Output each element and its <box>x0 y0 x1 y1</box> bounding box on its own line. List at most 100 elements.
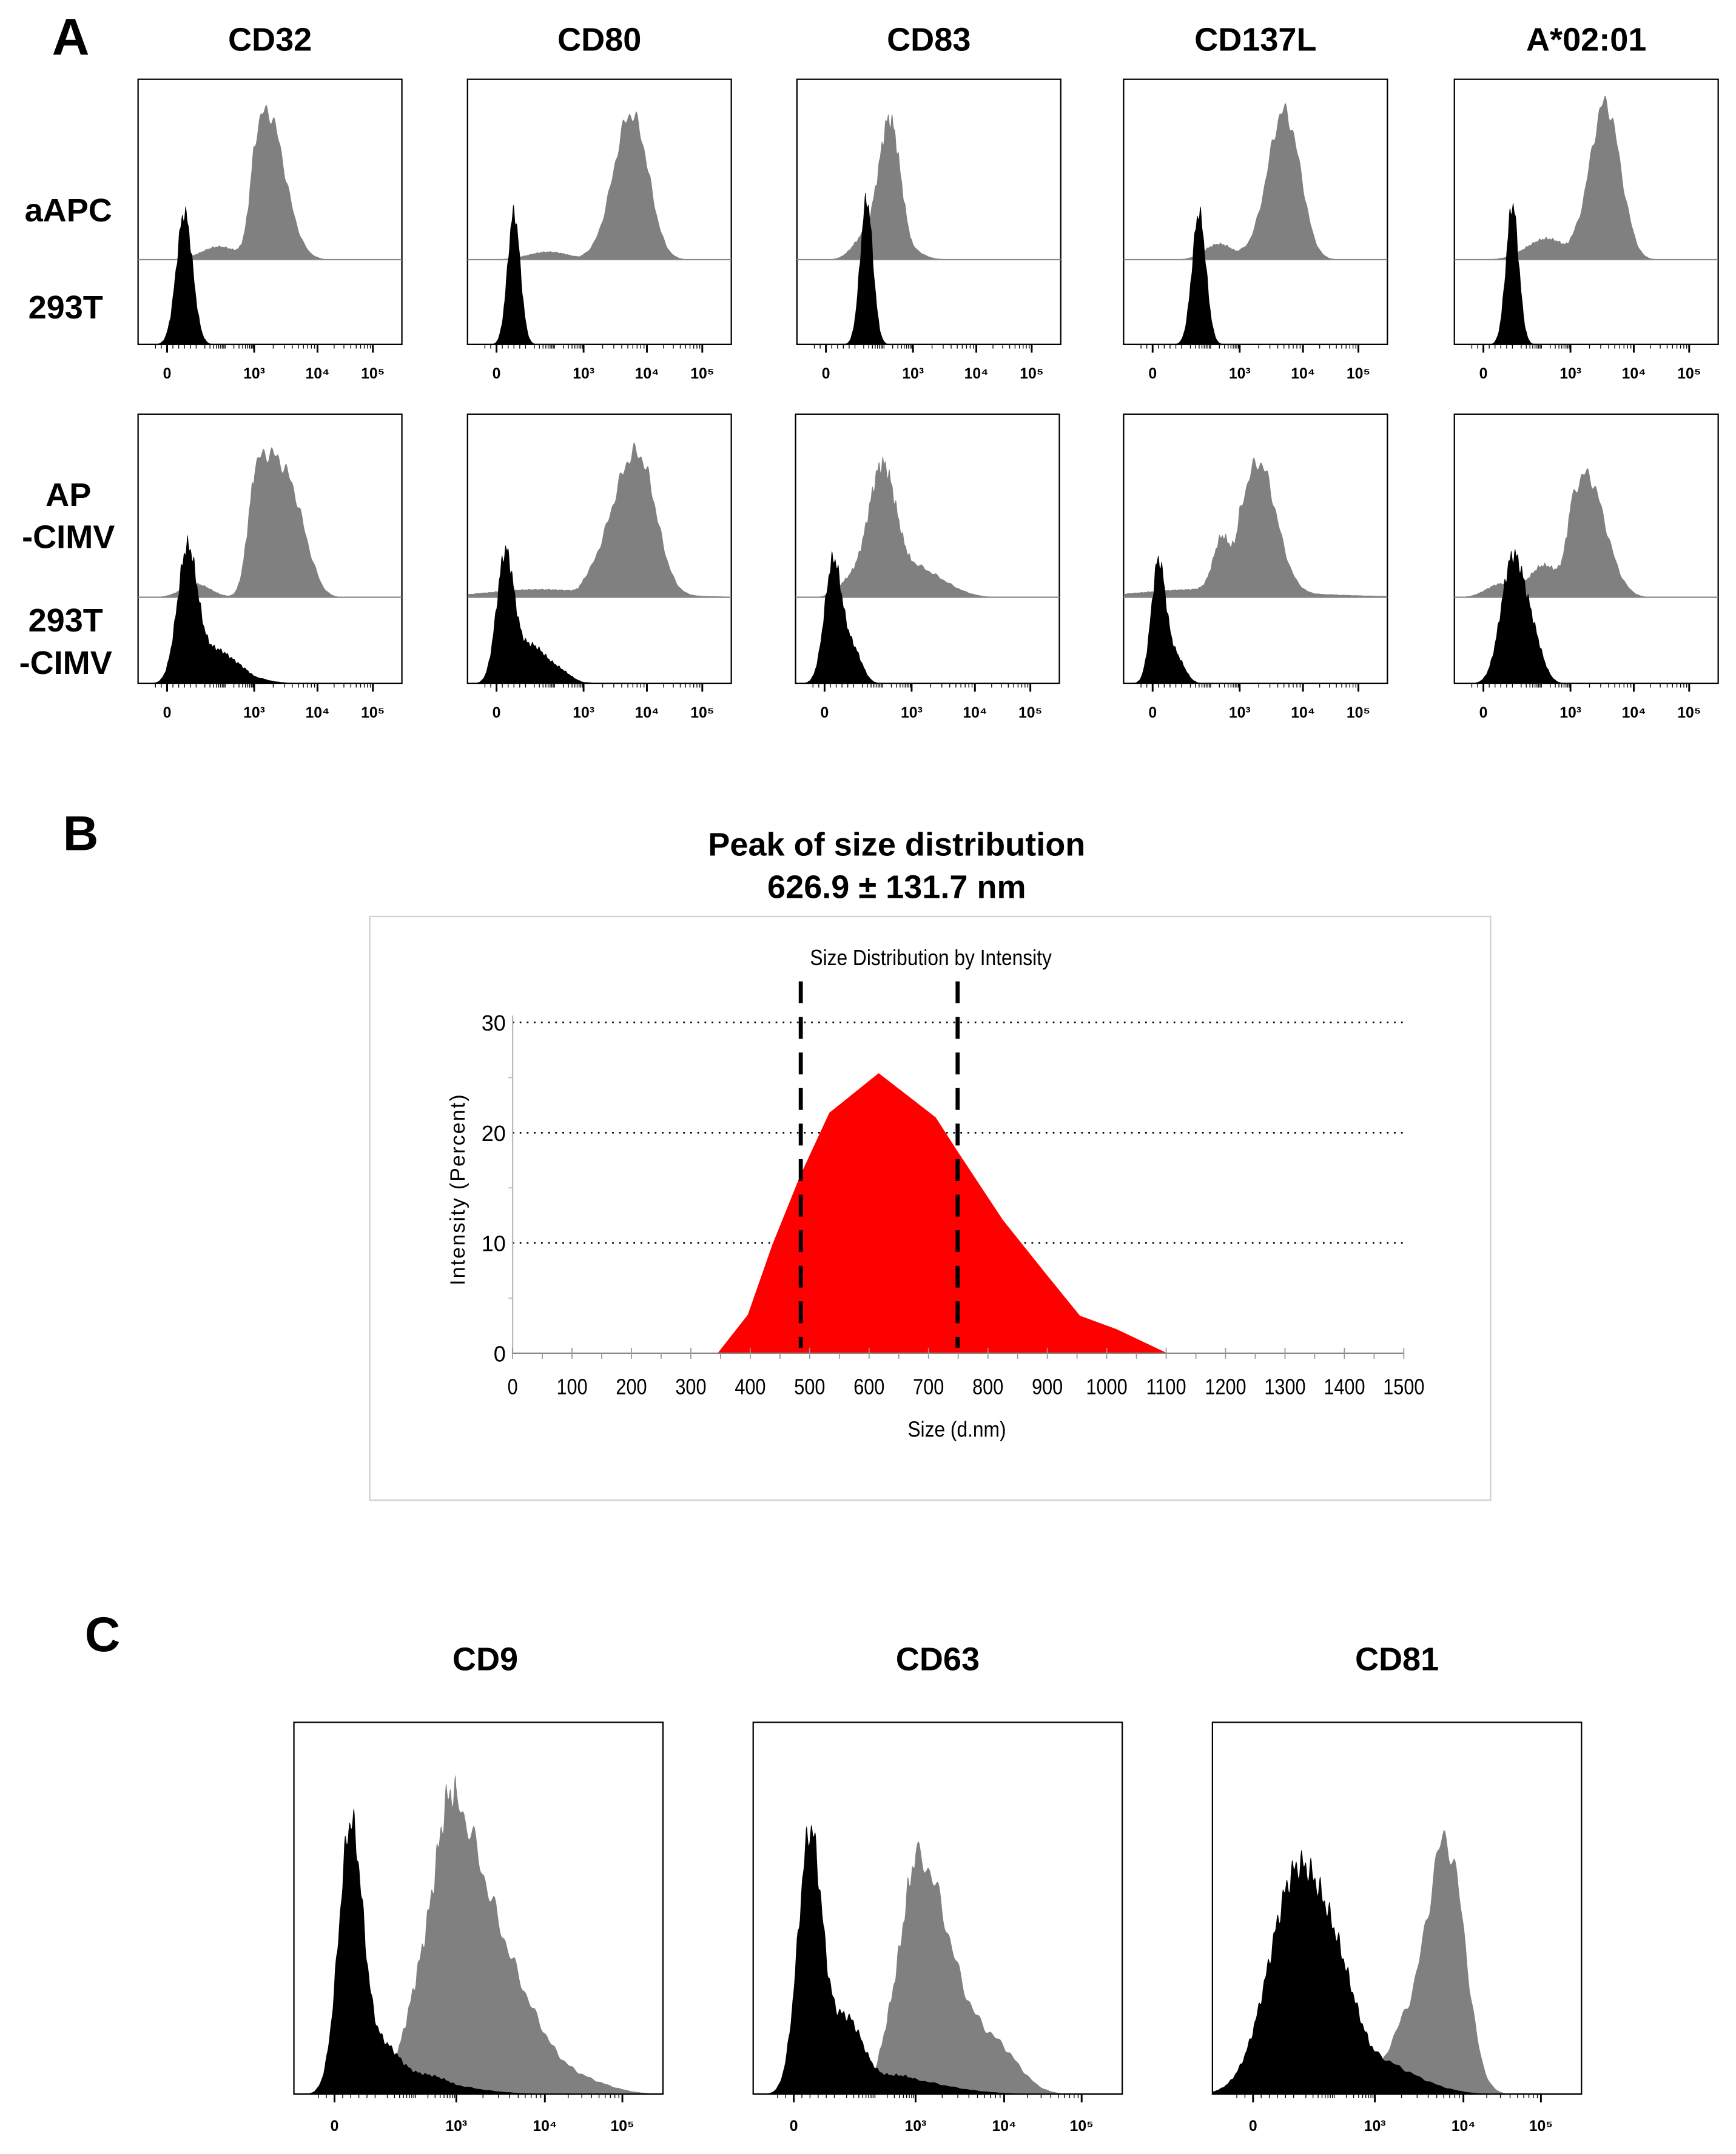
tick-label: 10³ <box>901 705 923 721</box>
row-label-bottom: -CIMV <box>19 645 112 681</box>
tick-label: 10⁵ <box>1070 2118 1094 2135</box>
histogram-panel: 0 10³ 10⁴ 10⁵ <box>137 413 403 721</box>
x-tick-label: 1000 <box>1086 1375 1128 1399</box>
x-tick-label: 800 <box>972 1375 1003 1399</box>
tick-label: 10⁵ <box>1020 366 1043 382</box>
x-tick-label: 1300 <box>1264 1375 1305 1399</box>
x-tick-label: 400 <box>735 1375 765 1399</box>
histogram-panel: 0 10³ 10⁴ 10⁵ <box>1453 413 1719 721</box>
x-tick-label: 0 <box>508 1375 518 1399</box>
tick-label: 10⁵ <box>1529 2118 1553 2135</box>
histogram-gray <box>1455 95 1718 260</box>
dls-x-axis-label: Size (d.nm) <box>907 1418 1006 1442</box>
tick-label: 10³ <box>905 2118 927 2135</box>
tick-label: 10⁴ <box>533 2118 557 2135</box>
tick-label: 0 <box>1148 366 1157 382</box>
tick-label: 10⁵ <box>690 705 714 721</box>
histogram-black <box>468 545 732 684</box>
tick-label: 10⁵ <box>1347 705 1370 721</box>
histogram-gray <box>753 1840 1122 2095</box>
row-label-top: -CIMV <box>22 519 115 556</box>
tick-label: 0 <box>1479 366 1488 382</box>
row-label-top: aAPC <box>25 192 112 229</box>
histogram-black <box>796 551 1060 684</box>
tick-label: 10⁴ <box>1291 705 1315 721</box>
x-tick-label: 900 <box>1032 1375 1063 1399</box>
histogram-panel: 0 10³ 10⁴ 10⁵ <box>137 78 403 382</box>
tick-label: 10⁵ <box>610 2118 634 2135</box>
panel-b-subtitle: 626.9 ± 131.7 nm <box>767 869 1026 906</box>
column-title: CD32 <box>228 21 312 58</box>
row-label-bottom: 293T <box>29 602 103 639</box>
tick-label: 0 <box>331 2118 339 2135</box>
tick-label: 10⁴ <box>1452 2118 1476 2135</box>
x-tick-label: 200 <box>616 1375 647 1399</box>
dls-plot: 0 100 200 300 400 500 600 700 800 900 1000 1100 1200… <box>482 981 1424 1399</box>
histogram-black <box>294 1808 663 2095</box>
tick-label: 0 <box>1249 2118 1257 2135</box>
x-tick-label: 1200 <box>1205 1375 1246 1399</box>
histogram-black <box>1213 1850 1581 2095</box>
y-tick-label: 10 <box>482 1231 506 1256</box>
histogram-panel: 0 10³ 10⁴ 10⁵ <box>796 78 1061 382</box>
tick-label: 10⁵ <box>361 705 385 721</box>
column-title: A*02:01 <box>1526 21 1646 58</box>
histogram-gray <box>468 442 732 597</box>
tick-label: 10⁴ <box>1622 705 1646 721</box>
panel-c-title: CD9 <box>453 1641 518 1678</box>
tick-label: 10³ <box>243 705 265 721</box>
tick-label: 0 <box>163 366 172 382</box>
tick-label: 10⁴ <box>963 705 987 721</box>
plot-frame <box>795 413 1060 684</box>
tick-label: 10⁴ <box>1622 366 1646 382</box>
histogram-black <box>1123 206 1387 345</box>
tick-label: 10³ <box>1559 705 1581 721</box>
histogram-gray <box>1213 1829 1581 2095</box>
histogram-gray <box>1455 468 1718 597</box>
x-tick-label: 600 <box>853 1375 884 1399</box>
panel-c-title: CD81 <box>1355 1641 1439 1678</box>
histogram-gray <box>138 104 402 260</box>
histogram-panel: 0 10³ 10⁴ 10⁵ <box>1211 1722 1583 2135</box>
x-tick-label: 700 <box>913 1375 944 1399</box>
histogram-panel: 0 10³ 10⁴ 10⁵ <box>752 1722 1123 2135</box>
tick-label: 0 <box>790 2118 798 2135</box>
histogram-black <box>1455 548 1718 684</box>
tick-label: 0 <box>822 366 830 382</box>
dls-y-axis-label: Intensity (Percent) <box>446 1093 469 1285</box>
tick-label: 10⁵ <box>1677 705 1701 721</box>
tick-label: 0 <box>163 705 172 721</box>
histogram-black <box>468 204 732 345</box>
histogram-black <box>1455 203 1718 345</box>
histogram-black <box>753 1824 1122 2095</box>
panel-c-title: CD63 <box>896 1641 980 1678</box>
row-label-top: AP <box>45 477 91 513</box>
histogram-panel: 0 10³ 10⁴ 10⁵ <box>1123 78 1388 382</box>
x-tick-label: 300 <box>675 1375 706 1399</box>
row-label-bottom: 293T <box>29 289 103 326</box>
histogram-panel: 0 10³ 10⁴ 10⁵ <box>466 78 732 382</box>
column-title: CD137L <box>1194 21 1316 58</box>
y-tick-label: 30 <box>482 1011 506 1035</box>
y-tick-label: 20 <box>482 1121 506 1146</box>
y-tick-label: 0 <box>494 1341 506 1366</box>
tick-label: 10³ <box>445 2118 467 2135</box>
dls-frame <box>369 915 1492 1501</box>
x-tick-label: 100 <box>556 1375 587 1399</box>
tick-label: 10³ <box>902 366 924 382</box>
tick-label: 10⁴ <box>305 705 329 721</box>
tick-label: 10⁴ <box>635 705 659 721</box>
tick-label: 0 <box>1479 705 1488 721</box>
x-tick-label: 1400 <box>1324 1375 1365 1399</box>
histogram-gray <box>796 456 1060 597</box>
panel-a: A CD32 CD80 CD83 CD137L A*02:01 aAPC 293T 0 10³ 1… <box>19 8 1719 721</box>
x-tick-label: 1500 <box>1383 1375 1424 1399</box>
histogram-gray <box>1123 457 1387 597</box>
tick-label: 10⁴ <box>305 366 329 382</box>
size-distribution-area <box>718 1073 1168 1353</box>
tick-label: 10³ <box>573 705 594 721</box>
tick-label: 10⁵ <box>1018 705 1042 721</box>
histogram-panel: 0 10³ 10⁴ 10⁵ <box>1453 78 1719 382</box>
histogram-panel: 0 10³ 10⁴ 10⁵ <box>795 413 1060 721</box>
